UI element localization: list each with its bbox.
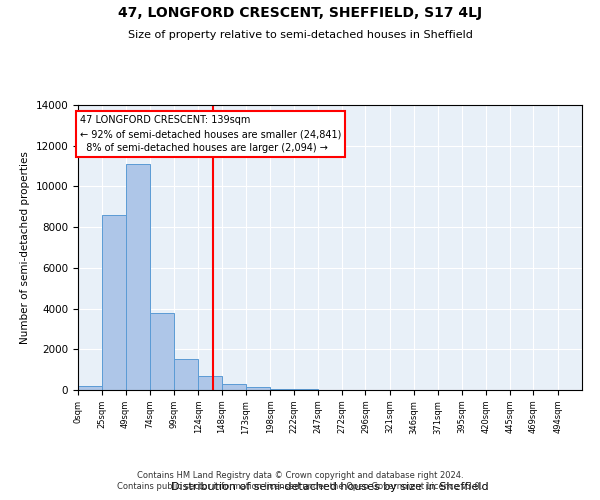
Text: 47, LONGFORD CRESCENT, SHEFFIELD, S17 4LJ: 47, LONGFORD CRESCENT, SHEFFIELD, S17 4L… [118, 6, 482, 20]
Text: Size of property relative to semi-detached houses in Sheffield: Size of property relative to semi-detach… [128, 30, 472, 40]
Y-axis label: Number of semi-detached properties: Number of semi-detached properties [20, 151, 30, 344]
Bar [246, 387, 270, 390]
Bar [270, 389, 293, 390]
Text: 47 LONGFORD CRESCENT: 139sqm
← 92% of semi-detached houses are smaller (24,841)
: 47 LONGFORD CRESCENT: 139sqm ← 92% of se… [80, 115, 341, 153]
Bar [199, 376, 222, 390]
Bar [174, 360, 199, 390]
Text: Contains public sector information licensed under the Open Government Licence v3: Contains public sector information licen… [118, 482, 482, 491]
Text: Contains HM Land Registry data © Crown copyright and database right 2024.: Contains HM Land Registry data © Crown c… [137, 470, 463, 480]
Bar [102, 215, 125, 390]
X-axis label: Distribution of semi-detached houses by size in Sheffield: Distribution of semi-detached houses by … [171, 482, 489, 492]
Bar [222, 384, 246, 390]
Bar [78, 386, 102, 390]
Bar [125, 164, 150, 390]
Bar [150, 312, 174, 390]
